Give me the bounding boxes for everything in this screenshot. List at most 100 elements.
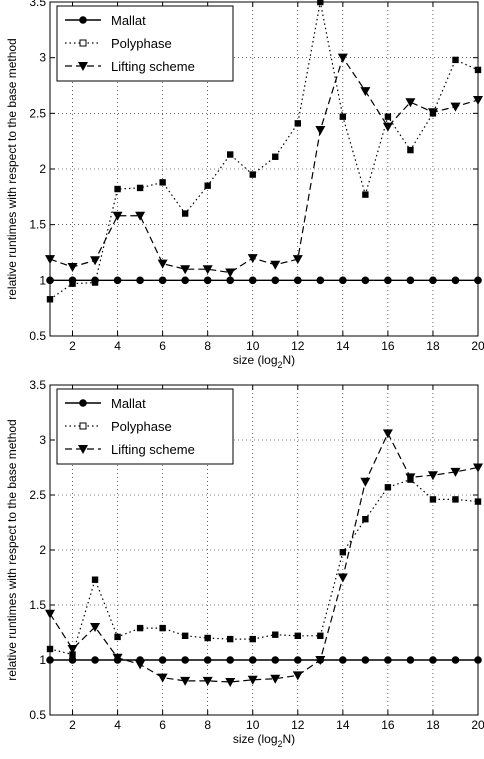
chart-2-series-2-point-10 <box>270 674 281 684</box>
chart-2-series-1-point-8 <box>227 635 234 643</box>
chart-1-series-2-point-9 <box>247 254 258 264</box>
chart-2-series-2-point-15 <box>382 429 393 439</box>
chart-2-xtick-label-8: 18 <box>426 718 440 732</box>
chart-2-series-2-point-11 <box>292 671 303 681</box>
chart-1-series-2-point-13 <box>337 53 348 63</box>
chart-2-ytick-label-5: 3 <box>39 433 46 447</box>
chart-2-series-1-point-1 <box>69 651 76 658</box>
chart-1-series-0-point-3 <box>113 276 122 285</box>
chart-1-series-0-point-15 <box>384 276 392 285</box>
chart-1-ytick-label-0: 0.5 <box>29 329 46 343</box>
chart-1-series-1-point-16 <box>407 146 414 154</box>
chart-1-x-axis-title-sub: 2 <box>278 360 283 370</box>
chart-2-series-0-point-16 <box>406 656 415 664</box>
chart-2-xtick-label-1: 4 <box>114 718 121 732</box>
chart-1-series-2-point-8 <box>225 268 236 278</box>
chart-2-xtick-label-0: 2 <box>69 718 76 732</box>
chart-2-series-2-point-5 <box>157 673 168 683</box>
chart-2-ytick-label-0: 0.5 <box>29 708 46 722</box>
chart-2-series-1-point-15 <box>384 484 392 491</box>
chart-2-series-1-point-4 <box>136 624 144 632</box>
chart-2-legend: Mallat Polyphase Lifting scheme <box>56 388 234 465</box>
chart-1-xtick-label-9: 20 <box>471 339 484 353</box>
chart-1-series-1-point-7 <box>204 182 211 189</box>
chart-1-series-2-point-2 <box>90 256 101 266</box>
chart-2-xtick-label-4: 10 <box>246 718 260 732</box>
chart-2-xtick-label-9: 20 <box>471 718 484 732</box>
chart-1-series-2 <box>45 53 483 278</box>
chart-1-series-2-point-17 <box>427 108 438 118</box>
chart-2-series-1-point-7 <box>204 634 211 642</box>
chart-2-series-2-point-9 <box>247 675 258 685</box>
chart-2-series-1-point-13 <box>339 549 347 556</box>
chart-1-xtick-label-4: 10 <box>246 339 260 353</box>
chart-2-series-1-point-11 <box>294 632 301 639</box>
chart-2-series-2-point-12 <box>315 656 326 665</box>
chart-1-series-2-point-12 <box>315 126 326 136</box>
chart-1-series-0-point-6 <box>181 276 189 285</box>
chart-1-series-2-point-4 <box>135 211 146 221</box>
chart-1-series-2-point-1 <box>67 262 78 272</box>
chart-2-series-1-line <box>49 478 479 656</box>
chart-1-legend-label-0: Mallat <box>111 13 146 28</box>
chart-2-series-0-point-8 <box>226 656 235 664</box>
chart-2-series-0-point-15 <box>384 656 392 664</box>
chart-2-series-2-point-7 <box>202 676 213 686</box>
chart-1-series-0-point-7 <box>203 276 212 285</box>
chart-2-xtick-label-2: 6 <box>159 718 166 732</box>
chart-1-legend-marker-0 <box>79 16 87 24</box>
chart-2-series-2-point-13 <box>337 573 348 583</box>
chart-1-xtick-label-7: 16 <box>381 339 395 353</box>
chart-1-xtick-label-5: 12 <box>291 339 305 353</box>
chart-1-legend-marker-2 <box>78 62 88 71</box>
chart-2-ytick-label-2: 1.5 <box>29 598 46 612</box>
chart-2-x-axis-title-main: size (log <box>233 732 278 746</box>
chart-1-x-axis-title-main: size (log <box>233 353 278 367</box>
chart-1-series-2-point-14 <box>360 87 371 97</box>
chart-1-x-axis-title-end: N) <box>283 353 296 367</box>
chart-2-series-0-point-7 <box>203 656 212 664</box>
chart-2-ytick-label-3: 2 <box>39 543 46 557</box>
chart-2-xtick-label-3: 8 <box>204 718 211 732</box>
chart-2-ytick-label-4: 2.5 <box>29 488 46 502</box>
chart-2-series-2-point-8 <box>225 678 236 687</box>
chart-2-series-1-point-3 <box>114 633 121 641</box>
chart-1-series-1-point-13 <box>339 113 347 120</box>
chart-1-series-2-point-11 <box>292 255 303 265</box>
chart-1-series-0-point-11 <box>293 276 302 285</box>
chart-1-series-2-point-3 <box>112 211 123 221</box>
chart-2-series-0-point-1 <box>68 656 77 664</box>
chart-1-series-0 <box>46 276 482 285</box>
chart-2-legend-marker-0 <box>79 399 87 407</box>
chart-2-series-0 <box>46 656 482 664</box>
chart-1-series-2-point-5 <box>157 259 168 269</box>
chart-2-series-1-point-17 <box>429 496 437 503</box>
chart-2-y-axis-title: relative runtimes with respect to the ba… <box>5 419 19 680</box>
chart-1-series-2-point-16 <box>405 98 416 108</box>
chart-2-series-0-point-5 <box>158 656 167 664</box>
chart-2-series-1-point-2 <box>91 576 99 583</box>
chart-1-y-axis-title: relative runtimes with respect to the ba… <box>5 38 19 299</box>
chart-2-series-1-point-5 <box>159 624 166 632</box>
chart-1: 2 4 6 8 10 12 14 16 18 20 0.5 1 1.5 2 2.5 3 3.5 Mallat Pol… <box>5 0 484 370</box>
chart-2-xtick-label-6: 14 <box>336 718 350 732</box>
chart-1-series-1-line <box>49 1 479 300</box>
chart-1-series-0-point-13 <box>339 276 347 285</box>
chart-2-series-2-point-4 <box>135 660 146 670</box>
chart-1-series-1-point-12 <box>317 0 324 6</box>
chart-1-series-2-point-15 <box>382 122 393 132</box>
chart-1-series-0-point-12 <box>316 276 325 285</box>
chart-2-series-2-point-16 <box>405 473 416 483</box>
chart-1-series-0-point-16 <box>406 276 415 285</box>
chart-2-series-2-point-18 <box>450 467 461 477</box>
chart-2-series-1-point-14 <box>362 516 369 523</box>
chart-1-series-1-point-15 <box>384 113 392 120</box>
chart-2-series-0-point-11 <box>293 656 302 664</box>
chart-1-x-axis-title: size (log2N) <box>233 353 295 370</box>
chart-2-series-2-point-3 <box>112 653 123 663</box>
chart-1-series-1-point-2 <box>91 279 99 286</box>
chart-1-series-2-line <box>49 56 479 274</box>
chart-1-ytick-label-3: 2 <box>39 162 46 176</box>
chart-2-axes-frame <box>49 384 479 716</box>
